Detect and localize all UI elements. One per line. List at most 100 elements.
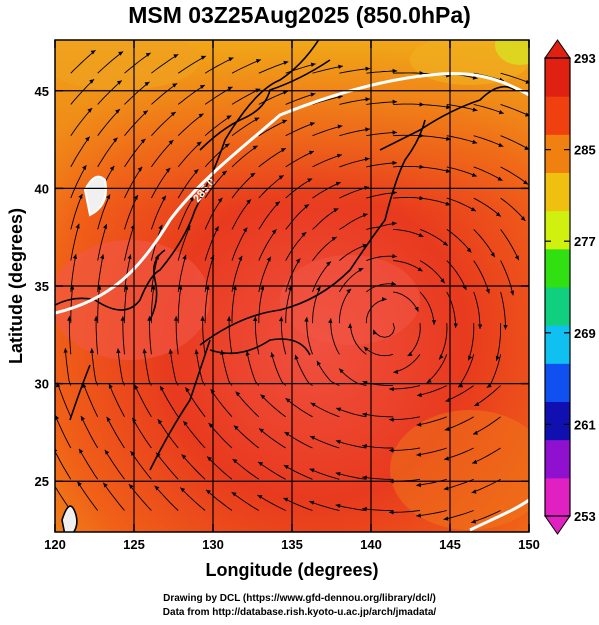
streamline-arrow: [478, 324, 483, 330]
streamline: [210, 388, 233, 418]
streamline-arrow: [233, 425, 239, 431]
streamline-arrow: [72, 254, 77, 259]
streamline: [151, 167, 171, 199]
streamline-arrow: [458, 383, 464, 388]
colorbar-segment: [545, 96, 570, 135]
colorbar-min-arrow: [544, 515, 571, 535]
streamline: [258, 229, 277, 261]
y-tick-label: 45: [35, 84, 49, 99]
streamline-arrow: [471, 172, 477, 177]
streamline: [55, 485, 72, 511]
streamline: [208, 422, 233, 449]
streamline-arrow: [168, 348, 173, 354]
streamline-arrow: [284, 432, 290, 437]
colorbar-frame: [544, 57, 571, 517]
streamline-arrow: [472, 459, 478, 464]
streamline-arrow: [93, 316, 99, 321]
streamline-arrow: [431, 320, 437, 325]
streamline-arrow: [328, 318, 333, 324]
streamline: [254, 316, 260, 355]
streamline: [82, 382, 99, 417]
streamline-arrow: [294, 354, 299, 360]
streamline-arrow: [193, 169, 199, 174]
streamline-arrow: [228, 57, 234, 62]
streamline-arrow: [173, 54, 179, 59]
streamline: [393, 197, 425, 200]
streamline-arrow: [418, 233, 424, 237]
streamline: [473, 135, 504, 147]
streamline: [500, 291, 506, 330]
streamline-arrow: [165, 167, 171, 173]
streamline-arrow: [443, 241, 448, 246]
streamline-arrow: [231, 492, 237, 497]
streamline-arrow: [309, 122, 315, 127]
streamline: [426, 354, 448, 384]
streamline-arrow: [287, 285, 292, 291]
streamline: [362, 413, 394, 418]
streamline-arrow: [79, 448, 84, 454]
streamline-arrow: [326, 261, 331, 266]
streamline: [473, 229, 496, 258]
x-tick-label: 130: [202, 537, 224, 552]
colorbar-segment: [545, 401, 570, 441]
streamline-arrow: [416, 482, 421, 488]
streamline-arrow: [199, 85, 205, 89]
streamline-arrow: [227, 86, 233, 91]
streamline: [55, 450, 72, 480]
streamline-arrow: [445, 201, 451, 206]
streamline: [258, 119, 288, 137]
streamline: [365, 298, 387, 324]
streamline-arrow: [486, 383, 492, 388]
streamline-arrow: [309, 435, 315, 440]
streamline: [149, 316, 152, 355]
streamline: [205, 489, 233, 511]
streamline: [221, 349, 233, 386]
streamline: [122, 316, 125, 355]
streamline-arrow: [283, 465, 289, 470]
streamline-arrow: [524, 145, 529, 150]
streamline: [472, 416, 501, 435]
streamline-arrow: [338, 64, 343, 69]
streamline-arrow: [346, 288, 352, 294]
streamline-arrow: [362, 243, 368, 248]
streamline: [270, 352, 287, 386]
streamline: [80, 415, 99, 449]
streamline-arrow: [168, 140, 174, 145]
streamline-arrow: [362, 506, 367, 512]
streamline: [108, 383, 125, 418]
streamline: [336, 407, 367, 418]
x-tick-label: 140: [360, 537, 382, 552]
streamline-arrow: [207, 456, 212, 462]
streamline-arrow: [115, 109, 120, 114]
streamline: [419, 260, 446, 284]
streamline-arrow: [426, 378, 432, 383]
streamline: [393, 354, 421, 373]
streamline: [124, 110, 149, 136]
streamline-arrow: [333, 208, 339, 213]
streamline-arrow: [200, 55, 206, 60]
streamline: [154, 485, 179, 511]
streamline-arrow: [414, 306, 419, 312]
streamline-arrow: [112, 137, 118, 143]
streamline-arrow: [278, 175, 284, 180]
streamline: [393, 165, 425, 168]
streamline: [389, 416, 421, 421]
streamline: [185, 387, 206, 418]
streamline-arrow: [252, 145, 258, 150]
streamline: [68, 316, 72, 355]
colorbar-max-arrow: [544, 39, 571, 59]
colorbar-tick-label: 293: [574, 51, 596, 66]
streamline: [134, 384, 152, 418]
streamline: [419, 197, 451, 206]
streamline: [232, 458, 260, 480]
streamline-arrow: [198, 113, 204, 118]
streamline-arrow: [260, 285, 265, 291]
streamline: [339, 244, 368, 261]
streamline: [393, 72, 425, 74]
streamline: [393, 228, 424, 238]
x-axis-title: Longitude (degrees): [205, 560, 378, 580]
streamline: [124, 194, 139, 230]
streamline: [444, 447, 474, 460]
streamline-arrow: [87, 108, 93, 113]
streamline-arrow: [106, 416, 111, 422]
